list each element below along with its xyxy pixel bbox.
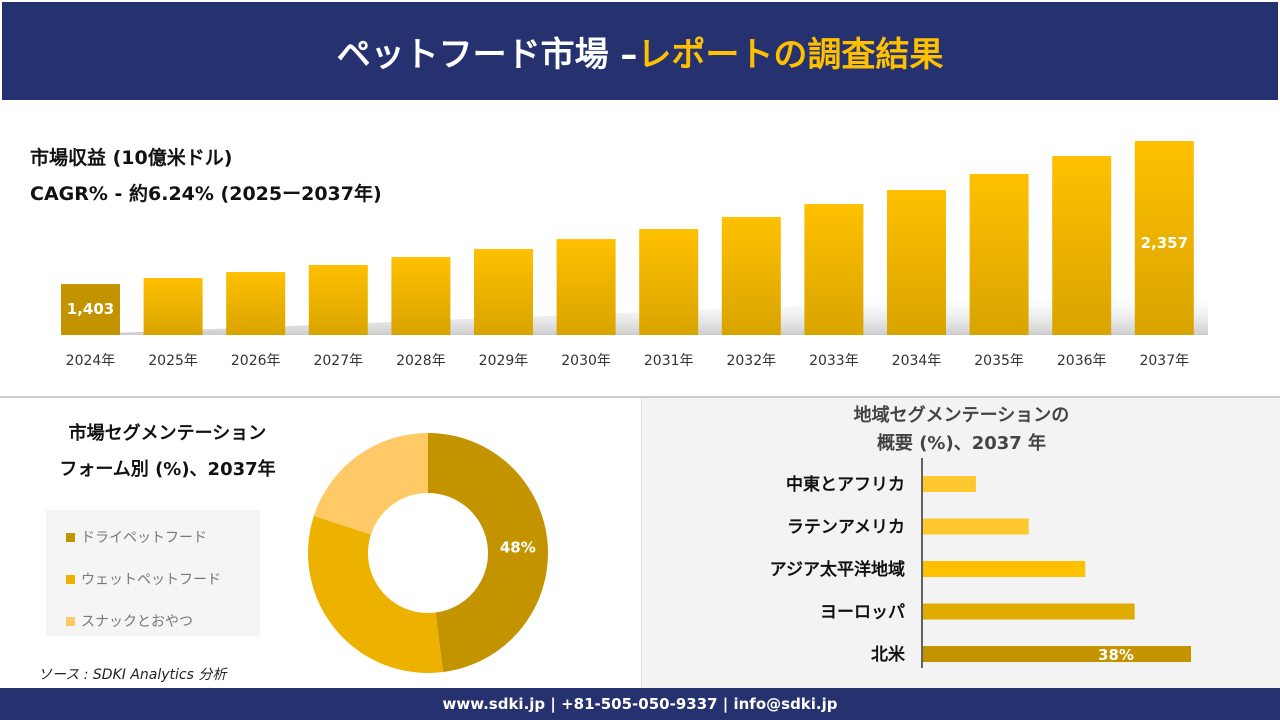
x-tick-label: 2032年	[726, 353, 776, 369]
bar	[308, 264, 368, 335]
bar	[556, 239, 616, 335]
donut-legend: ドライペットフード ウェットペットフード スナックとおやつ	[46, 510, 260, 636]
legend-label: ドライペットフード	[81, 530, 207, 546]
bar	[804, 203, 864, 335]
source-note: ソース : SDKI Analytics 分析	[38, 667, 227, 683]
market-info: 市場収益 (10億米ドル) CAGR% - 約6.24% (2025ー2037年…	[30, 140, 382, 212]
x-tick-label: 2031年	[644, 353, 694, 369]
bar	[61, 284, 120, 335]
cagr-label: CAGR% - 約6.24% (2025ー2037年)	[30, 183, 382, 205]
x-tick-label: 2029年	[479, 353, 529, 369]
form-title-line1: 市場セグメンテーション	[68, 423, 267, 444]
bar	[474, 248, 533, 335]
x-tick-label: 2037年	[1139, 353, 1189, 369]
data-label: 2,357	[1141, 234, 1188, 252]
data-label: 48%	[500, 538, 536, 556]
bar	[1052, 156, 1112, 335]
region-segment-panel: 地域セグメンテーションの 概要 (%)、2037 年 中東とアフリカ ラテンアメリ…	[641, 398, 1280, 688]
bar	[1134, 141, 1194, 335]
x-tick-label: 2027年	[313, 353, 363, 369]
data-label: 1,403	[67, 300, 114, 318]
footer-contact: www.sdki.jp | +81-505-050-9337 | info@sd…	[0, 688, 1280, 720]
divider	[0, 396, 1280, 398]
bar	[721, 217, 781, 335]
title-accent: レポートの調査結果	[637, 34, 944, 75]
legend-swatch	[66, 574, 75, 584]
x-tick-label: 2035年	[974, 353, 1024, 369]
region-label: 北米	[871, 644, 906, 665]
data-label: 38%	[1098, 646, 1134, 664]
region-bar	[923, 646, 1191, 662]
legend-item: ドライペットフード	[66, 516, 260, 558]
bar	[143, 278, 203, 335]
region-bar	[923, 561, 1086, 577]
legend-label: スナックとおやつ	[81, 614, 193, 630]
region-bar	[923, 476, 976, 492]
title-main: ペットフード市場 –	[336, 34, 638, 75]
form-title-line2: フォーム別 (%)、2037年	[59, 459, 276, 480]
x-tick-label: 2025年	[148, 353, 198, 369]
form-donut-chart: 48%	[308, 433, 549, 673]
bar	[226, 272, 286, 335]
x-tick-label: 2026年	[231, 353, 281, 369]
legend-label: ウェットペットフード	[81, 572, 221, 588]
form-segment-title: 市場セグメンテーション フォーム別 (%)、2037年	[30, 416, 305, 488]
x-tick-label: 2028年	[396, 353, 446, 369]
donut-slice	[428, 433, 549, 673]
region-title: 地域セグメンテーションの 概要 (%)、2037 年	[642, 402, 1280, 458]
region-label: 中東とアフリカ	[786, 474, 905, 495]
donut-slice	[313, 433, 428, 535]
region-bar	[923, 603, 1135, 620]
bar	[391, 257, 451, 335]
form-segment-panel: 市場セグメンテーション フォーム別 (%)、2037年 ドライペットフード ウェ…	[0, 398, 640, 688]
bar	[887, 190, 946, 335]
region-label: アジア太平洋地域	[770, 559, 905, 580]
region-title-line1: 地域セグメンテーションの	[853, 405, 1070, 426]
x-tick-label: 2034年	[892, 353, 942, 369]
x-tick-label: 2036年	[1057, 353, 1107, 369]
donut-slice	[308, 515, 444, 673]
legend-swatch	[66, 616, 75, 626]
revenue-bar-chart: 2024年 1,403 2025年 2026年 2027年 2028年 2029年 2030年…	[60, 141, 1208, 369]
region-bar	[923, 518, 1029, 535]
region-label: ラテンアメリカ	[787, 518, 905, 538]
revenue-label: 市場収益 (10億米ドル)	[30, 147, 233, 169]
legend-item: ウェットペットフード	[66, 558, 260, 600]
bar	[639, 229, 699, 335]
region-label: ヨーロッパ	[820, 603, 905, 623]
x-tick-label: 2033年	[809, 353, 859, 369]
legend-item: スナックとおやつ	[66, 600, 260, 642]
region-title-line2: 概要 (%)、2037 年	[876, 433, 1047, 454]
page-header: ペットフード市場 – レポートの調査結果	[2, 2, 1278, 100]
x-tick-label: 2030年	[561, 353, 611, 369]
bar	[969, 174, 1029, 335]
legend-swatch	[66, 532, 75, 542]
x-tick-label: 2024年	[66, 353, 116, 369]
